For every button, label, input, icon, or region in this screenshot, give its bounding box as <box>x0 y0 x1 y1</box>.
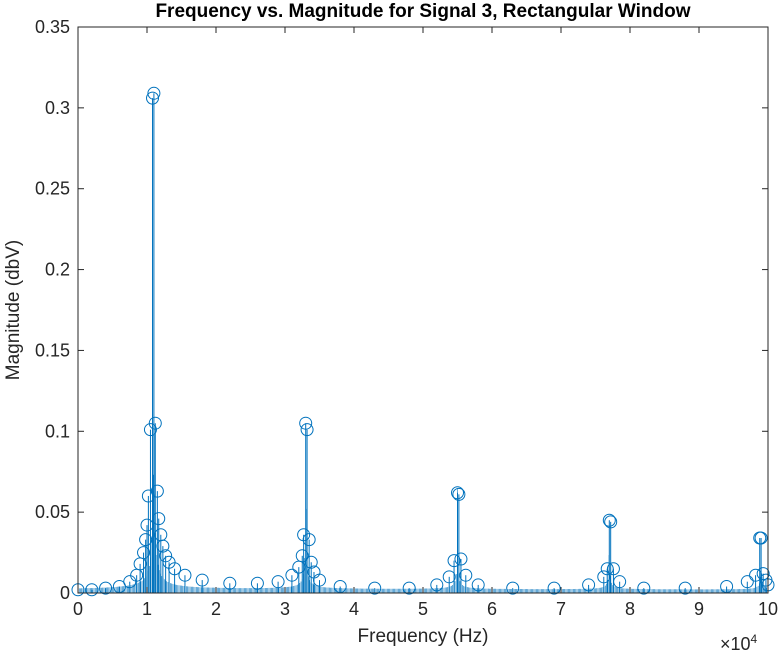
stem-marker <box>749 568 763 582</box>
chart-title: Frequency vs. Magnitude for Signal 3, Re… <box>155 1 691 22</box>
stem-marker <box>195 573 209 587</box>
stem-marker <box>754 531 768 545</box>
y-tick-label: 0.15 <box>35 340 70 360</box>
stem-marker <box>313 573 326 587</box>
stem-marker <box>402 581 416 595</box>
stem-marker <box>156 539 170 553</box>
stem-marker <box>740 575 754 589</box>
y-tick-label: 0.3 <box>45 98 70 118</box>
x-tick-label: 1 <box>142 599 152 619</box>
stem-marker <box>471 578 485 592</box>
x-exponent-power: 4 <box>750 632 758 646</box>
stem-marker <box>452 487 466 501</box>
y-tick-label: 0.05 <box>35 502 70 522</box>
stem-marker <box>99 581 113 595</box>
y-tick-label: 0.25 <box>35 179 70 199</box>
x-tick-label: 2 <box>211 599 221 619</box>
stem-marker <box>223 576 237 590</box>
axes-box <box>77 26 769 594</box>
stem-marker <box>123 575 137 589</box>
stem-marker <box>604 515 618 529</box>
x-tick-label: 6 <box>487 599 497 619</box>
stem-marker <box>178 568 192 582</box>
stem-marker <box>597 570 611 584</box>
stem-marker <box>285 568 299 582</box>
stem-marker <box>148 416 162 430</box>
stem-marker <box>368 581 382 595</box>
stem-marker <box>430 578 444 592</box>
stem-marker <box>451 486 464 500</box>
y-tick-label: 0.1 <box>45 421 70 441</box>
x-tick-label: 10 <box>758 599 778 619</box>
x-tick-label: 4 <box>349 599 359 619</box>
x-tick-label: 5 <box>418 599 428 619</box>
stem-marker <box>447 554 461 568</box>
stem-marker <box>159 549 173 563</box>
x-tick-label: 0 <box>73 599 83 619</box>
x-axis-label: Frequency (Hz) <box>357 626 489 647</box>
stem-marker <box>250 576 264 590</box>
stem-marker <box>637 581 651 595</box>
x-exponent-base: ×10 <box>720 634 751 654</box>
stem-marker <box>300 423 314 437</box>
x-tick-label: 9 <box>694 599 704 619</box>
stem-marker <box>756 567 770 581</box>
y-tick-label: 0.2 <box>45 260 70 280</box>
stem-marker <box>150 484 164 498</box>
stem-marker <box>143 423 157 437</box>
stem-marker <box>547 581 561 595</box>
stem-marker <box>146 91 160 105</box>
y-axis-label: Magnitude (dbV) <box>3 239 24 381</box>
stem-marker <box>302 533 316 547</box>
x-axis-exponent: ×104 <box>720 632 757 655</box>
stem-marker <box>152 512 166 526</box>
stem-marker <box>304 555 318 569</box>
stem-marker <box>506 581 520 595</box>
stem-marker <box>140 518 154 532</box>
stem-marker <box>459 568 473 582</box>
x-tick-label: 7 <box>556 599 566 619</box>
x-tick-label: 3 <box>280 599 290 619</box>
stem-marker <box>600 562 614 576</box>
stem-marker <box>299 416 313 430</box>
stem-marker <box>442 570 456 584</box>
stem-marker <box>606 562 620 576</box>
stem-marker <box>85 583 99 597</box>
stem-marker <box>271 575 285 589</box>
stem-marker <box>678 581 692 595</box>
stem-lines <box>77 93 769 593</box>
x-ticks: 0 1 2 3 4 5 6 7 8 9 10 <box>73 27 778 619</box>
y-tick-label: 0 <box>60 583 70 603</box>
stem-marker <box>454 552 468 566</box>
y-ticks: 0 0.05 0.1 0.15 0.2 0.25 0.3 0.35 <box>35 17 768 603</box>
plot-box <box>77 26 769 594</box>
stem-marker <box>137 546 151 560</box>
stem-marker <box>295 549 309 563</box>
x-tick-label: 8 <box>625 599 635 619</box>
stem-marker <box>602 513 616 527</box>
stem-marker <box>139 533 153 547</box>
stem-marker <box>582 578 596 592</box>
stem-marker <box>613 575 627 589</box>
stem-marker <box>168 562 182 576</box>
stem-marker <box>147 86 161 100</box>
y-tick-label: 0.35 <box>35 17 70 37</box>
stem-markers <box>71 86 775 597</box>
